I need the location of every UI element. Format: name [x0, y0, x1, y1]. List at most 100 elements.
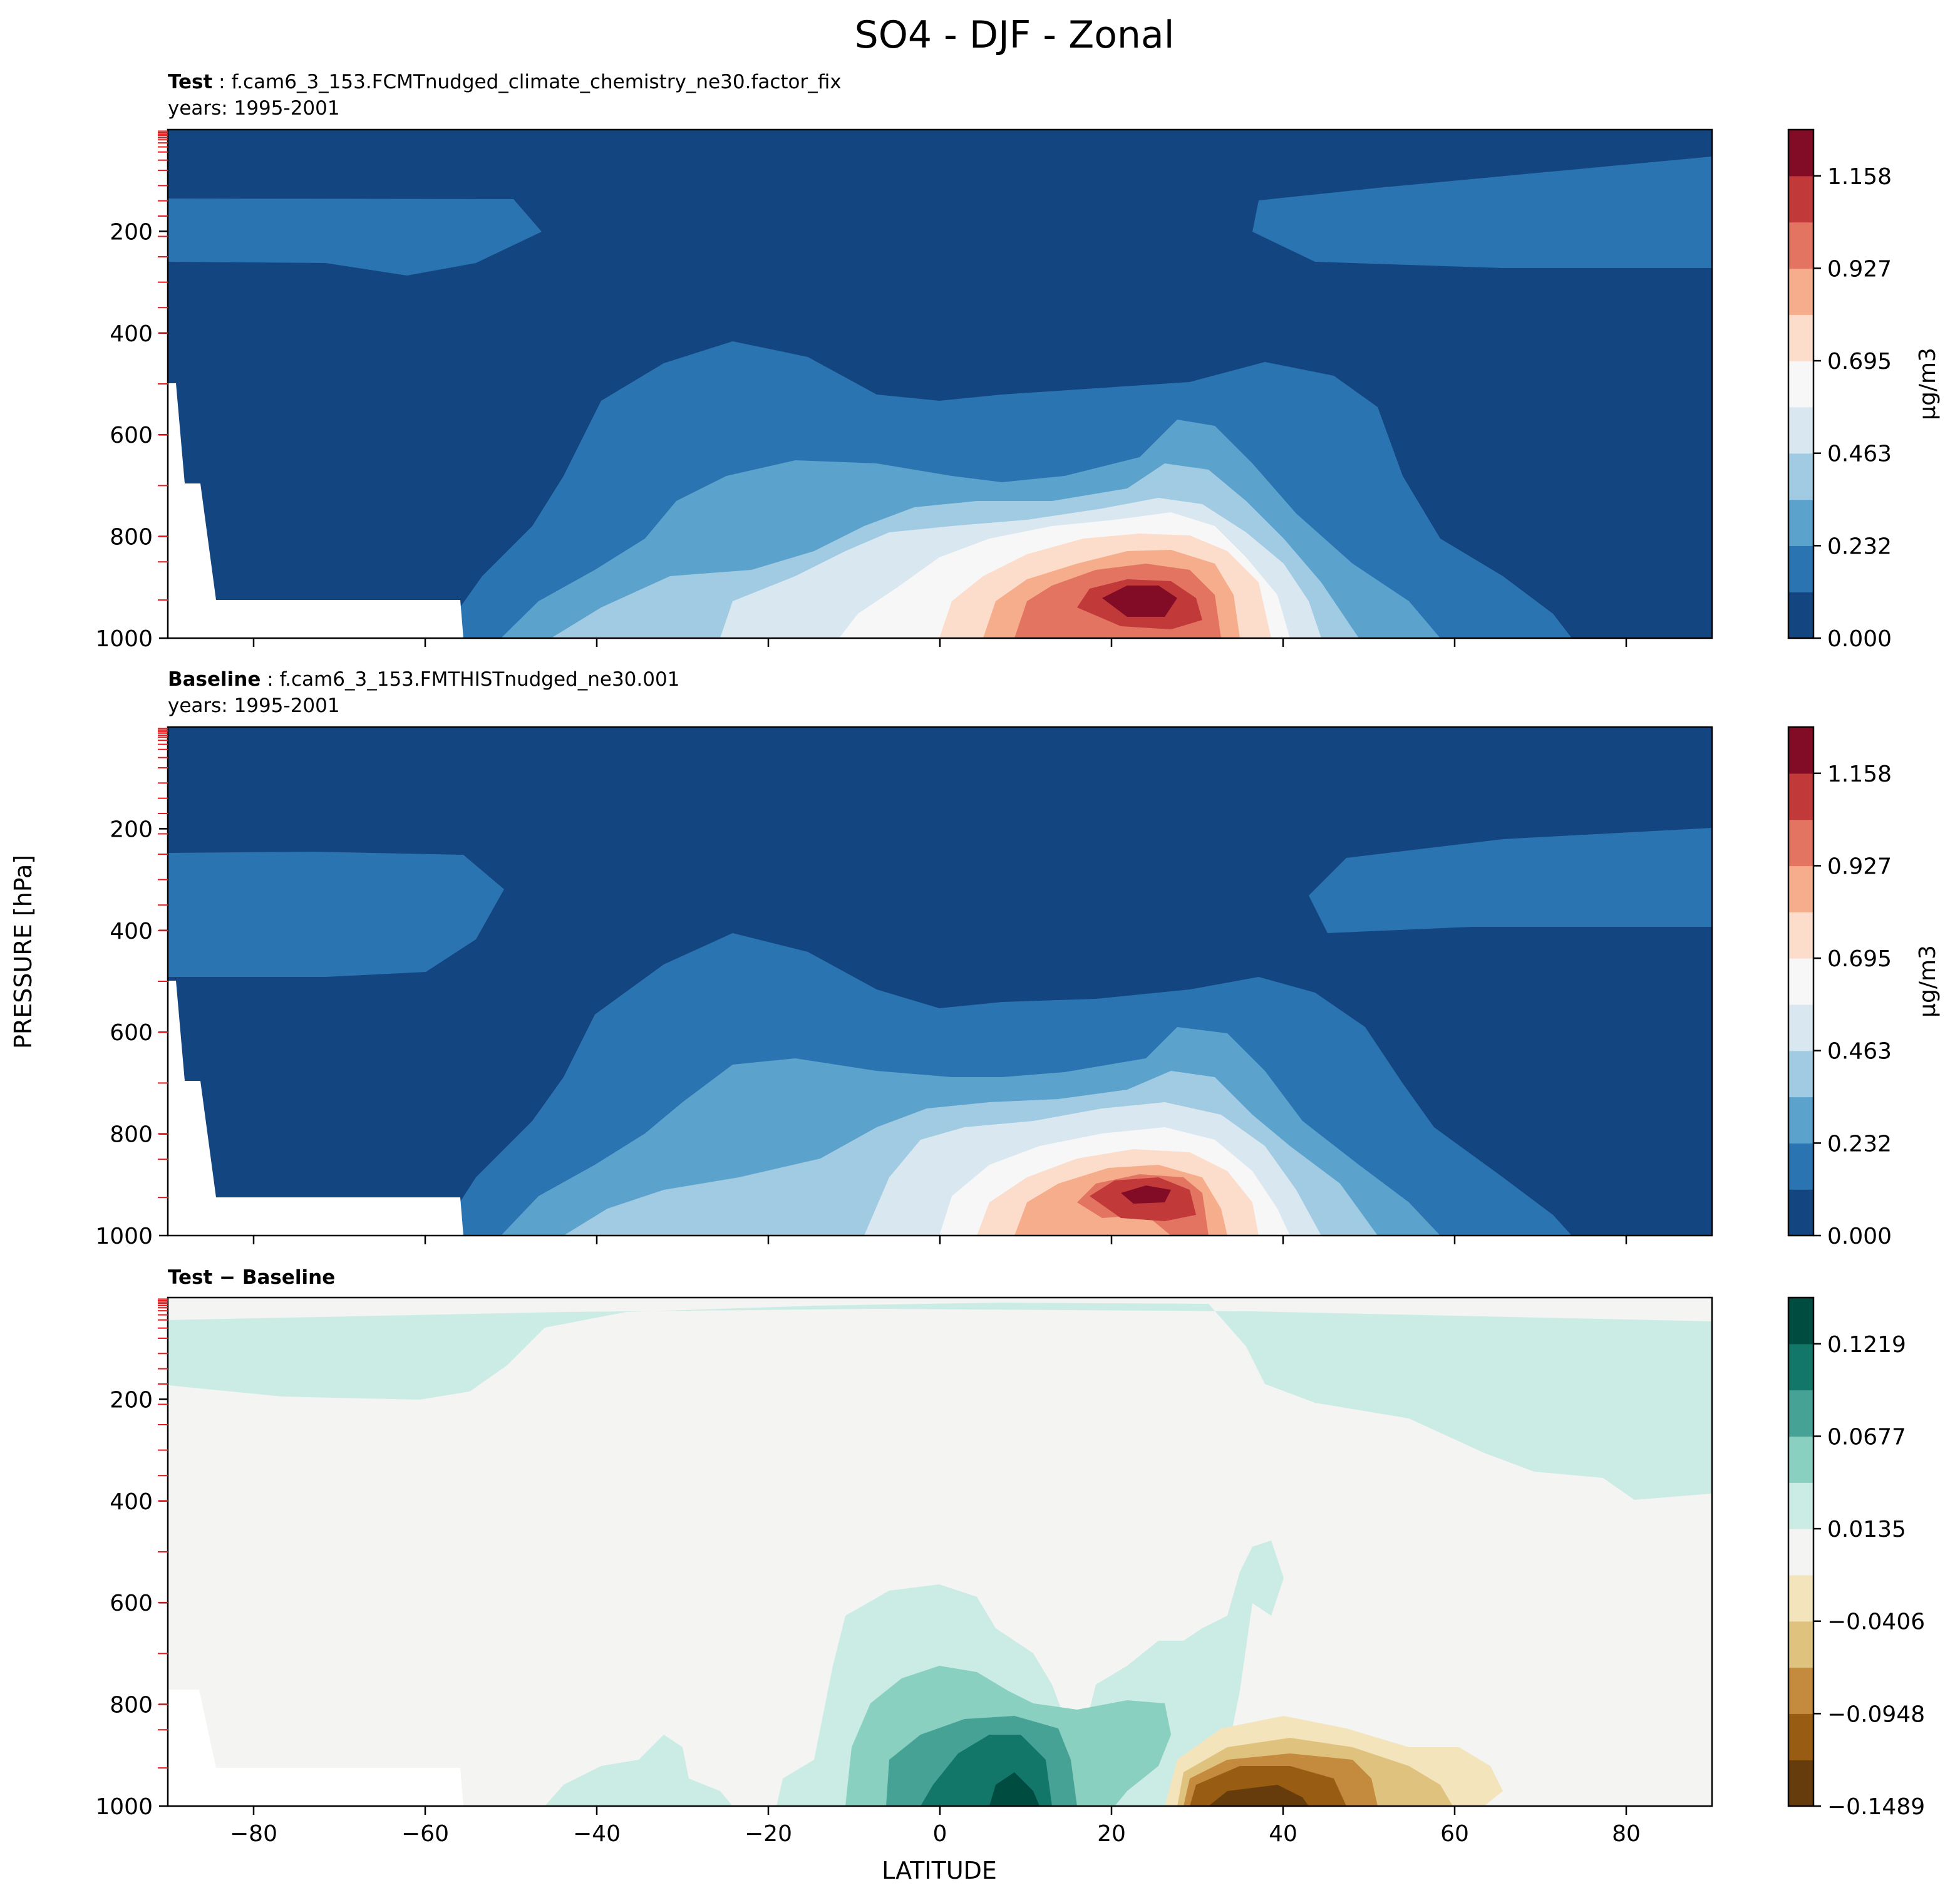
y-tick-label: 200 — [110, 817, 153, 842]
panel-diff-contours — [168, 1298, 1712, 1806]
colorbar-segment — [1788, 1390, 1813, 1437]
y-tick-label: 1000 — [95, 626, 153, 652]
colorbar-tick-label: −0.0406 — [1827, 1609, 1925, 1635]
panel-baseline-x-axis — [252, 1236, 1627, 1244]
panel-test-years: years: 1995-2001 — [168, 97, 340, 120]
contour-fill-positive-lower-2 — [545, 1735, 733, 1806]
colorbar-segment — [1788, 406, 1813, 454]
contour-fill-level-0 — [1209, 1785, 1309, 1806]
panel-baseline-contours — [168, 727, 1712, 1236]
colorbar-segment — [1788, 819, 1813, 867]
colorbar-segment — [1788, 1760, 1813, 1807]
colorbar-tick-label: 0.0677 — [1827, 1424, 1906, 1450]
x-tick-label: 0 — [933, 1821, 947, 1847]
colorbar-segment — [1788, 1574, 1813, 1622]
x-tick-label: 40 — [1269, 1821, 1297, 1847]
contour-fill-positive-upper — [168, 1303, 1712, 1500]
colorbar-tick-label: 0.000 — [1827, 1224, 1892, 1249]
panel-diff-colorbar: −0.1489 −0.0948 −0.0406 0.0135 0.0677 0.1219 — [1787, 1296, 1925, 1820]
colorbar-frame — [1787, 726, 1815, 1237]
colorbar-tick-label: −0.0948 — [1827, 1701, 1925, 1727]
contour-upper-band-south — [168, 852, 504, 977]
x-tick-label: −80 — [230, 1821, 277, 1847]
colorbar-segment — [1788, 1143, 1813, 1190]
x-tick-label: 80 — [1612, 1821, 1641, 1847]
colorbar-tick-label: 0.232 — [1827, 534, 1892, 559]
panel-test: Test : f.cam6_3_153.FCMTnudged_climate_c… — [95, 71, 1941, 652]
x-tick-label: −40 — [573, 1821, 621, 1847]
contour-fill-level-10 — [989, 1772, 1039, 1806]
colorbar-tick-label: 0.463 — [1827, 1039, 1892, 1065]
missing-data-region — [168, 383, 463, 638]
colorbar-segment — [1788, 958, 1813, 1005]
contour-upper-band-north — [1252, 157, 1712, 268]
panel-test-label-rest: : f.cam6_3_153.FCMTnudged_climate_chemis… — [212, 71, 841, 93]
colorbar-segment — [1788, 175, 1813, 223]
colorbar-segment — [1788, 1004, 1813, 1051]
colorbar-segment — [1788, 222, 1813, 269]
colorbar-segment — [1788, 1436, 1813, 1483]
colorbar-segment — [1788, 727, 1813, 774]
colorbar-segment — [1788, 314, 1813, 361]
colorbar-tick-label: 0.000 — [1827, 626, 1892, 652]
colorbar-segment — [1788, 912, 1813, 959]
colorbar-tick-label: 0.232 — [1827, 1131, 1892, 1157]
colorbar-segment — [1788, 545, 1813, 592]
colorbar-tick-label: 0.927 — [1827, 256, 1892, 282]
colorbar-tick-label: −0.1489 — [1827, 1794, 1925, 1820]
y-tick-label: 400 — [110, 321, 153, 347]
colorbar-units-label: μg/m3 — [1915, 348, 1941, 420]
panel-baseline-label-rest: : f.cam6_3_153.FMTHISTnudged_ne30.001 — [260, 668, 679, 691]
y-tick-label: 800 — [110, 1693, 153, 1718]
y-axis-label: PRESSURE [hPa] — [9, 855, 37, 1049]
panel-baseline-label-bold: Baseline — [168, 668, 260, 691]
colorbar-segment — [1788, 1189, 1813, 1236]
panel-test-label-bold: Test — [168, 71, 213, 93]
contour-upper-band-north — [1309, 828, 1712, 933]
panel-baseline-years: years: 1995-2001 — [168, 694, 340, 717]
x-tick-label: −60 — [401, 1821, 449, 1847]
colorbar-frame — [1787, 1296, 1815, 1807]
colorbar-segment — [1788, 1529, 1813, 1576]
panel-test-colorbar: 0.000 0.232 0.463 0.695 0.927 1.158 μg/m3 — [1787, 128, 1941, 652]
y-tick-label: 800 — [110, 1122, 153, 1148]
y-tick-label: 800 — [110, 525, 153, 550]
colorbar-segment — [1788, 361, 1813, 408]
panel-diff-label: Test − Baseline — [168, 1266, 335, 1289]
contour-fill-level-10 — [1121, 1185, 1171, 1204]
panel-diff-x-axis: −80 −60 −40 −20 0 20 40 60 80 — [230, 1806, 1641, 1847]
colorbar-segment — [1788, 453, 1813, 500]
colorbar-units-label: μg/m3 — [1915, 945, 1941, 1018]
contour-upper-band-south — [168, 199, 542, 276]
panel-baseline-colorbar: 0.000 0.232 0.463 0.695 0.927 1.158 μg/m3 — [1787, 726, 1941, 1249]
colorbar-tick-label: 0.1219 — [1827, 1332, 1906, 1358]
colorbar-segment — [1788, 1482, 1813, 1529]
y-tick-label: 600 — [110, 1020, 153, 1046]
panel-test-contours — [168, 130, 1712, 638]
y-tick-label: 400 — [110, 1489, 153, 1515]
colorbar-tick-label: 0.0135 — [1827, 1517, 1906, 1542]
x-tick-label: −20 — [745, 1821, 792, 1847]
missing-data-region — [168, 981, 463, 1236]
y-tick-label: 1000 — [95, 1224, 153, 1249]
colorbar-segment — [1788, 1621, 1813, 1668]
panel-test-y-axis: 200 400 600 800 1000 — [95, 130, 168, 652]
colorbar-segment — [1788, 1343, 1813, 1391]
contour-fill-level-10 — [1102, 586, 1177, 617]
y-tick-label: 200 — [110, 219, 153, 245]
colorbar-segment — [1788, 1667, 1813, 1714]
colorbar-segment — [1788, 592, 1813, 639]
colorbar-frame — [1787, 128, 1815, 639]
y-tick-label: 200 — [110, 1387, 153, 1413]
colorbar-segment — [1788, 1050, 1813, 1098]
panel-test-label: Test : f.cam6_3_153.FCMTnudged_climate_c… — [168, 71, 842, 93]
colorbar-tick-label: 0.927 — [1827, 854, 1892, 879]
colorbar-segment — [1788, 1298, 1813, 1345]
y-tick-label: 600 — [110, 1591, 153, 1616]
colorbar-segment — [1788, 1713, 1813, 1760]
x-tick-label: 20 — [1097, 1821, 1126, 1847]
panel-baseline: Baseline : f.cam6_3_153.FMTHISTnudged_ne… — [95, 668, 1941, 1249]
x-tick-label: 60 — [1440, 1821, 1469, 1847]
y-tick-label: 1000 — [95, 1794, 153, 1820]
